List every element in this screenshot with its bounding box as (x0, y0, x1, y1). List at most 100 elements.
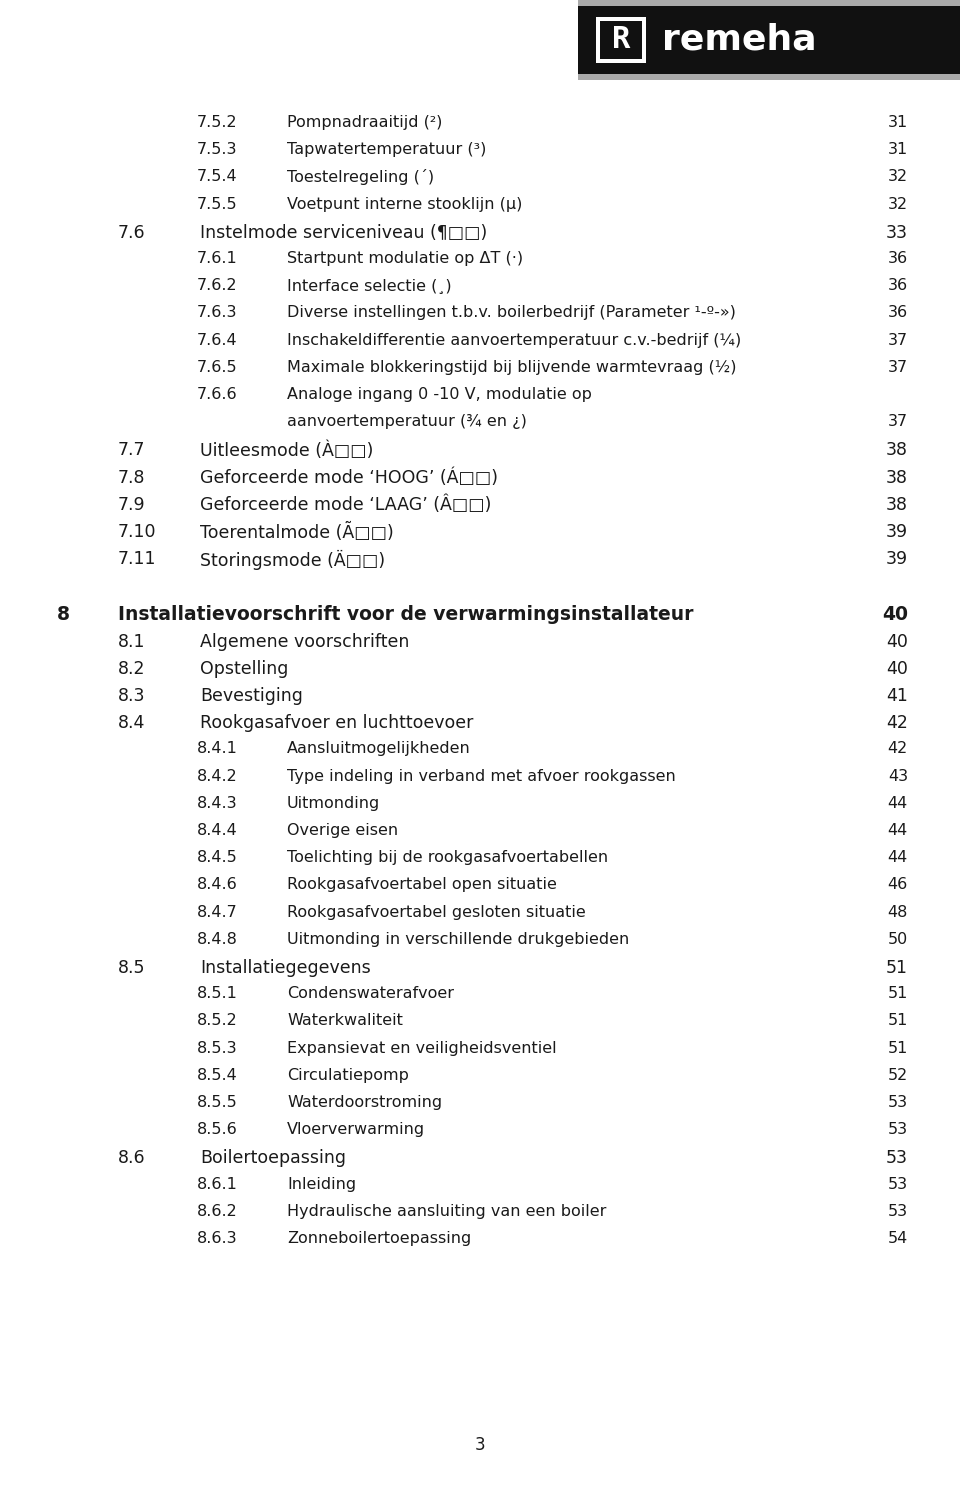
Text: Instelmode serviceniveau (¶□□): Instelmode serviceniveau (¶□□) (200, 225, 488, 242)
Text: 36: 36 (888, 278, 908, 293)
Text: 44: 44 (888, 822, 908, 839)
Text: 7.6.6: 7.6.6 (197, 387, 238, 401)
Text: 8.2: 8.2 (118, 660, 146, 678)
Text: 53: 53 (888, 1123, 908, 1138)
Text: Algemene voorschriften: Algemene voorschriften (200, 632, 409, 651)
Text: remeha: remeha (662, 22, 817, 57)
Text: 8.4.3: 8.4.3 (197, 796, 238, 810)
Text: 7.5.5: 7.5.5 (197, 196, 238, 211)
Text: Vloerverwarming: Vloerverwarming (287, 1123, 425, 1138)
Text: Rookgasafvoertabel open situatie: Rookgasafvoertabel open situatie (287, 877, 557, 892)
Text: 8.4.4: 8.4.4 (197, 822, 238, 839)
Text: Expansievat en veiligheidsventiel: Expansievat en veiligheidsventiel (287, 1041, 557, 1056)
Text: Inschakeldifferentie aanvoertemperatuur c.v.-bedrijf (¼): Inschakeldifferentie aanvoertemperatuur … (287, 333, 741, 348)
Text: Geforceerde mode ‘LAAG’ (Â□□): Geforceerde mode ‘LAAG’ (Â□□) (200, 495, 492, 515)
Text: Toerentalmode (Ã□□): Toerentalmode (Ã□□) (200, 523, 394, 543)
Text: 7.6: 7.6 (118, 225, 146, 242)
Text: 8.5.3: 8.5.3 (197, 1041, 238, 1056)
Text: 51: 51 (888, 1041, 908, 1056)
Text: 39: 39 (886, 550, 908, 568)
Text: Rookgasafvoertabel gesloten situatie: Rookgasafvoertabel gesloten situatie (287, 904, 586, 919)
Text: 7.6.5: 7.6.5 (197, 360, 238, 375)
Text: Inleiding: Inleiding (287, 1176, 356, 1191)
Text: 7.6.4: 7.6.4 (197, 333, 238, 348)
Text: 8.3: 8.3 (118, 687, 146, 705)
Text: 41: 41 (886, 687, 908, 705)
Text: Storingsmode (Ä□□): Storingsmode (Ä□□) (200, 550, 385, 571)
Text: 7.6.2: 7.6.2 (197, 278, 238, 293)
Text: Rookgasafvoer en luchttoevoer: Rookgasafvoer en luchttoevoer (200, 714, 473, 732)
Text: Hydraulische aansluiting van een boiler: Hydraulische aansluiting van een boiler (287, 1204, 607, 1219)
Text: Waterdoorstroming: Waterdoorstroming (287, 1094, 443, 1109)
Text: 8.4.8: 8.4.8 (197, 932, 238, 947)
Text: Uitmonding in verschillende drukgebieden: Uitmonding in verschillende drukgebieden (287, 932, 629, 947)
Text: 42: 42 (888, 742, 908, 757)
Text: 32: 32 (888, 196, 908, 211)
Text: Type indeling in verband met afvoer rookgassen: Type indeling in verband met afvoer rook… (287, 769, 676, 784)
Text: Overige eisen: Overige eisen (287, 822, 398, 839)
Text: 7.8: 7.8 (118, 468, 146, 486)
Text: 36: 36 (888, 251, 908, 266)
Text: 8.6.1: 8.6.1 (197, 1176, 238, 1191)
Text: 7.6.3: 7.6.3 (197, 305, 237, 320)
Text: 7.11: 7.11 (118, 550, 156, 568)
Text: 38: 38 (886, 468, 908, 486)
Bar (578, 6, 960, 74)
Text: Uitmonding: Uitmonding (287, 796, 380, 810)
Text: 8.5.4: 8.5.4 (197, 1068, 238, 1083)
Text: 8.4.7: 8.4.7 (197, 904, 238, 919)
Text: Diverse instellingen t.b.v. boilerbedrijf (Parameter ¹‑º‑»): Diverse instellingen t.b.v. boilerbedrij… (287, 305, 736, 320)
Text: 52: 52 (888, 1068, 908, 1083)
Text: 7.5.4: 7.5.4 (197, 170, 238, 184)
Text: 37: 37 (888, 333, 908, 348)
Text: 8.4.1: 8.4.1 (197, 742, 238, 757)
Bar (578, 0, 960, 6)
Text: Uitleesmode (À□□): Uitleesmode (À□□) (200, 442, 373, 459)
Text: 8.4.5: 8.4.5 (197, 851, 238, 865)
Text: 44: 44 (888, 851, 908, 865)
Text: 8.1: 8.1 (118, 632, 146, 651)
Text: 8.4.6: 8.4.6 (197, 877, 238, 892)
Text: 7.6.1: 7.6.1 (197, 251, 238, 266)
Text: 8.5.5: 8.5.5 (197, 1094, 238, 1109)
Text: 31: 31 (888, 114, 908, 129)
Text: 54: 54 (888, 1231, 908, 1246)
Text: Tapwatertemperatuur (³): Tapwatertemperatuur (³) (287, 143, 487, 158)
Text: 8.6: 8.6 (118, 1149, 146, 1167)
Text: 53: 53 (888, 1176, 908, 1191)
Text: 37: 37 (888, 360, 908, 375)
Text: Aansluitmogelijkheden: Aansluitmogelijkheden (287, 742, 470, 757)
Text: 7.9: 7.9 (118, 495, 146, 515)
Text: Toelichting bij de rookgasafvoertabellen: Toelichting bij de rookgasafvoertabellen (287, 851, 608, 865)
Text: 38: 38 (886, 495, 908, 515)
Text: R: R (612, 25, 630, 55)
Text: Zonneboilertoepassing: Zonneboilertoepassing (287, 1231, 471, 1246)
Text: 43: 43 (888, 769, 908, 784)
Text: Boilertoepassing: Boilertoepassing (200, 1149, 346, 1167)
Text: 51: 51 (888, 986, 908, 1001)
Text: 40: 40 (882, 605, 908, 625)
Text: 8.6.3: 8.6.3 (197, 1231, 238, 1246)
Text: Installatievoorschrift voor de verwarmingsinstallateur: Installatievoorschrift voor de verwarmin… (118, 605, 693, 625)
Text: Geforceerde mode ‘HOOG’ (Á□□): Geforceerde mode ‘HOOG’ (Á□□) (200, 468, 498, 488)
Text: 48: 48 (888, 904, 908, 919)
Text: Waterkwaliteit: Waterkwaliteit (287, 1014, 403, 1029)
Text: 31: 31 (888, 143, 908, 158)
Text: 40: 40 (886, 632, 908, 651)
Text: 3: 3 (474, 1436, 486, 1454)
Text: 51: 51 (886, 959, 908, 977)
Text: 36: 36 (888, 305, 908, 320)
Text: 42: 42 (886, 714, 908, 732)
Text: 38: 38 (886, 442, 908, 459)
Text: aanvoertemperatuur (¾ en ¿): aanvoertemperatuur (¾ en ¿) (287, 415, 527, 430)
Text: 8.4.2: 8.4.2 (197, 769, 238, 784)
Text: 53: 53 (888, 1094, 908, 1109)
Text: Circulatiepomp: Circulatiepomp (287, 1068, 409, 1083)
Text: 7.5.3: 7.5.3 (197, 143, 237, 158)
Text: 8.6.2: 8.6.2 (197, 1204, 238, 1219)
Text: 40: 40 (886, 660, 908, 678)
Text: Analoge ingang 0 -10 V, modulatie op: Analoge ingang 0 -10 V, modulatie op (287, 387, 592, 401)
Text: 39: 39 (886, 523, 908, 541)
Text: 32: 32 (888, 170, 908, 184)
Bar (596, 16, 646, 62)
